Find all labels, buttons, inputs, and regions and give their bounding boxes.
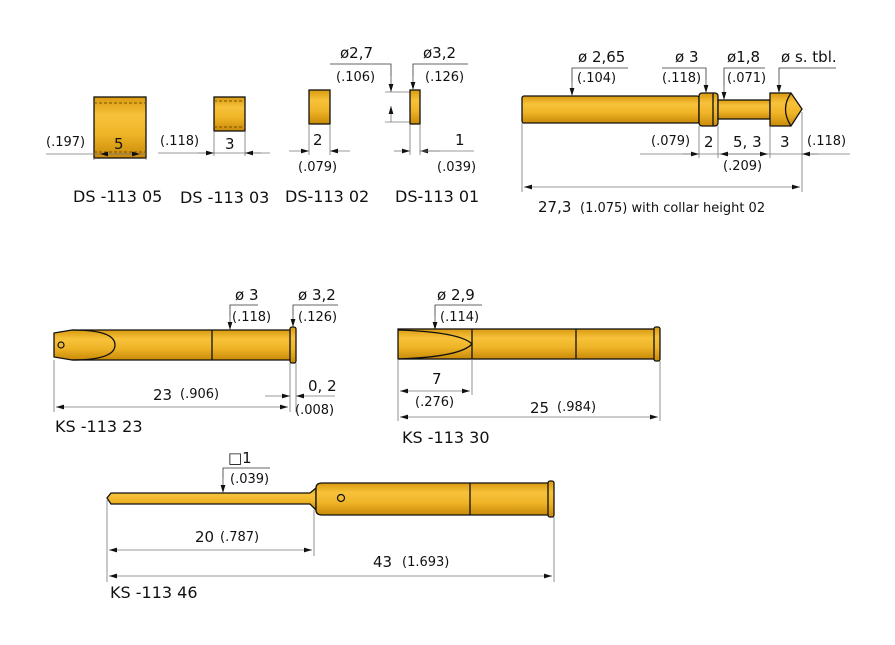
part-label: KS -113 46 [110,583,198,602]
tip-length: 3 [780,133,790,151]
length-inch: (.197) [46,135,85,150]
length-value: 5 [114,135,124,153]
part-label: DS -113 05 [73,187,162,206]
diameter-value: ø2,7 [340,44,373,62]
plunger-length: 5, 3 [733,133,762,151]
probe-plunger [717,99,771,120]
body-diameter-inch: (.118) [232,310,271,325]
shaft-diameter: ø 2,65 [578,48,625,66]
ks-113-46: □1 (.039) 20 (.787) 43 (1.693) KS -113 4… [106,449,555,602]
bore-diameter: ø 2,9 [437,286,475,304]
collar-thickness-inch: (.008) [295,403,334,418]
probe-assembly: ø 2,65 (.104) ø 3 (.118) ø1,8 (.071) ø s… [521,48,850,216]
length-value: 1 [455,131,465,149]
pin-length: 20 [195,528,214,546]
square-pin [106,486,317,512]
ks-113-23: ø 3 (.118) ø 3,2 (.126) 23 (.906) 0, 2 (… [53,286,338,436]
length-value: 25 [530,399,549,417]
receptacle-body [315,482,550,516]
length-value: 43 [373,553,392,571]
length-value: 23 [153,386,172,404]
ks-113-30: ø 2,9 (.114) 7 (.276) 25 (.984) KS -113 … [397,286,661,447]
total-length: 27,3 [538,198,571,216]
ds-113-01: ø3,2 (.126) 1 (.039) DS-113 01 [394,44,479,206]
diameter-inch: (.126) [425,70,464,85]
receptacle-body [53,329,292,361]
part-label: DS -113 03 [180,188,269,207]
ds-113-05: 5 (.197) DS -113 05 [46,96,162,206]
probe-shaft [521,95,700,124]
collar-diameter: ø 3,2 [298,286,336,304]
tip-diameter: ø s. tbl. [781,48,837,66]
diameter-inch: (.106) [336,70,375,85]
shaft-diameter-inch: (.104) [577,71,616,86]
bore-depth: 7 [432,370,442,388]
collar-diameter-inch: (.118) [662,71,701,86]
length-inch: (.118) [160,134,199,149]
plunger-diameter-inch: (.071) [727,71,766,86]
part-label: DS-113 01 [395,187,479,206]
receptacle-collar [653,326,661,362]
receptacle-collar [547,480,555,518]
tip-length-inch: (.118) [807,134,846,149]
probe-collar [698,92,719,127]
sleeve-body [213,96,246,132]
length-inch: (.039) [437,160,476,175]
receptacle-collar [289,326,297,364]
plunger-length-inch: (.209) [723,159,762,174]
bore-depth-inch: (.276) [415,395,454,410]
ds-113-02: 2 (.079) ø2,7 (.106) DS-113 02 [285,44,410,206]
length-value: 2 [313,131,323,149]
pin-size-inch: (.039) [230,472,269,487]
part-label: DS-113 02 [285,187,369,206]
receptacle-body [397,328,656,360]
collar-diameter: ø 3 [675,48,699,66]
sleeve-body [409,89,421,125]
length-value: 3 [225,135,235,153]
plunger-diameter: ø1,8 [727,48,760,66]
sleeve-body [93,96,147,159]
pin-length-inch: (.787) [220,530,259,545]
length-inch: (.906) [180,387,219,402]
collar-thickness: 0, 2 [308,377,337,395]
pin-size: □1 [228,449,252,467]
body-diameter: ø 3 [235,286,259,304]
part-label: KS -113 23 [55,417,143,436]
bore-diameter-inch: (.114) [440,310,479,325]
part-label: KS -113 30 [402,428,490,447]
diameter-value: ø3,2 [423,44,456,62]
ds-113-03: 3 (.118) DS -113 03 [158,96,270,207]
collar-diameter-inch: (.126) [298,310,337,325]
length-inch: (1.693) [402,555,449,570]
collar-length: 2 [704,133,714,151]
total-length-note: (1.075) with collar height 02 [580,201,765,216]
length-inch: (.984) [557,400,596,415]
sleeve-body [308,89,331,125]
collar-length-inch: (.079) [651,134,690,149]
length-inch: (.079) [298,160,337,175]
